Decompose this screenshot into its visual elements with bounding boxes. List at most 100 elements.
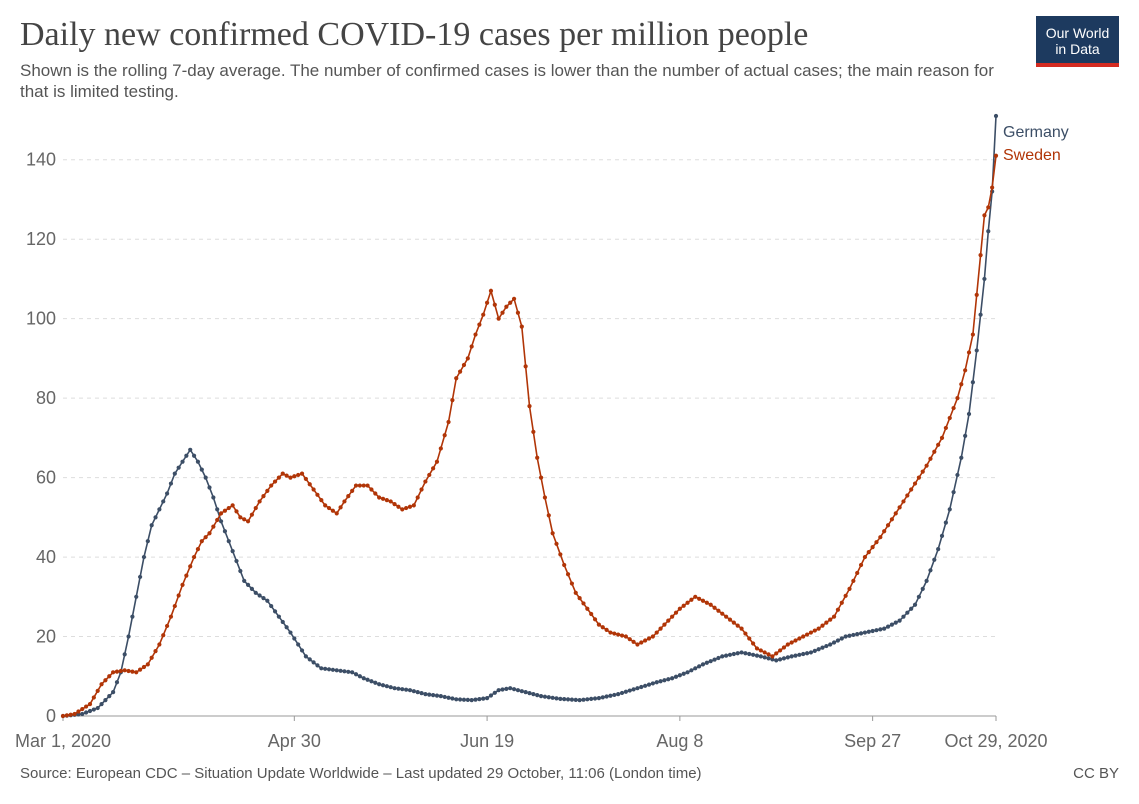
data-point-germany — [943, 520, 948, 525]
data-point-germany — [986, 229, 991, 234]
data-point-germany — [400, 687, 405, 692]
data-point-sweden — [939, 435, 945, 440]
data-point-germany — [373, 680, 378, 685]
data-point-germany — [754, 653, 760, 658]
data-point-germany — [978, 312, 983, 317]
data-point-sweden — [851, 578, 856, 584]
data-point-sweden — [951, 405, 956, 411]
data-point-sweden — [369, 487, 374, 492]
data-point-germany — [689, 668, 694, 673]
data-point-sweden — [249, 512, 255, 517]
data-point-sweden — [855, 570, 860, 576]
license-label[interactable]: CC BY — [1073, 765, 1119, 782]
data-point-sweden — [377, 495, 382, 500]
data-point-sweden — [496, 316, 501, 321]
data-point-sweden — [770, 654, 775, 659]
data-point-germany — [739, 650, 744, 655]
data-point-germany — [365, 677, 370, 682]
data-point-sweden — [843, 593, 848, 598]
data-point-germany — [238, 568, 243, 574]
data-point-sweden — [350, 488, 355, 493]
data-point-germany — [234, 558, 239, 564]
data-point-sweden — [446, 419, 451, 425]
data-point-sweden — [91, 695, 96, 700]
source-note[interactable]: Source: European CDC – Situation Update … — [20, 765, 702, 782]
data-point-sweden — [608, 630, 613, 635]
y-tick-label: 120 — [26, 229, 56, 249]
data-point-germany — [288, 630, 293, 635]
data-point-germany — [172, 471, 177, 476]
series-line-sweden — [62, 155, 997, 717]
data-point-germany — [253, 590, 258, 595]
data-point-sweden — [824, 620, 829, 625]
data-point-sweden — [72, 711, 77, 717]
data-point-sweden — [585, 606, 590, 611]
data-point-germany — [292, 636, 297, 641]
data-point-germany — [932, 557, 937, 562]
data-point-sweden — [504, 304, 509, 309]
data-point-sweden — [176, 593, 181, 598]
data-point-sweden — [407, 504, 413, 509]
data-point-sweden — [373, 491, 378, 496]
data-point-sweden — [508, 300, 513, 305]
data-point-germany — [936, 547, 941, 552]
data-point-germany — [338, 668, 343, 673]
data-point-germany — [781, 656, 787, 661]
data-point-sweden — [905, 493, 910, 498]
data-point-germany — [415, 690, 420, 695]
data-point-sweden — [546, 513, 551, 518]
data-point-germany — [454, 697, 459, 702]
data-point-sweden — [361, 483, 366, 488]
data-point-germany — [627, 688, 632, 693]
data-point-germany — [423, 692, 428, 697]
data-point-germany — [184, 453, 189, 458]
data-point-sweden — [569, 581, 575, 586]
data-point-sweden — [184, 573, 189, 578]
data-point-germany — [974, 348, 979, 353]
data-point-germany — [145, 539, 150, 544]
data-point-germany — [377, 682, 382, 687]
x-tick-label: Mar 1, 2020 — [15, 731, 111, 751]
data-point-sweden — [554, 541, 559, 546]
data-point-sweden — [604, 627, 609, 633]
data-point-sweden — [963, 368, 968, 373]
data-point-germany — [265, 598, 270, 603]
data-point-sweden — [562, 562, 567, 568]
data-point-germany — [685, 670, 690, 675]
data-point-germany — [681, 671, 686, 676]
data-point-germany — [284, 625, 289, 630]
data-point-germany — [804, 651, 810, 656]
data-point-sweden — [643, 638, 648, 643]
data-point-sweden — [535, 455, 540, 460]
data-point-sweden — [207, 531, 212, 536]
data-point-sweden — [916, 475, 921, 480]
data-point-sweden — [974, 292, 979, 297]
data-point-sweden — [80, 706, 85, 712]
data-point-sweden — [323, 503, 328, 508]
data-point-germany — [481, 696, 486, 701]
data-point-sweden — [739, 626, 744, 631]
data-point-sweden — [623, 634, 628, 639]
data-point-sweden — [461, 362, 467, 368]
data-point-germany — [511, 687, 517, 692]
data-point-sweden — [330, 508, 335, 513]
data-point-germany — [565, 697, 571, 702]
data-point-sweden — [920, 469, 925, 474]
data-point-sweden — [342, 499, 347, 504]
data-point-sweden — [191, 554, 197, 560]
data-point-germany — [916, 594, 921, 599]
data-point-germany — [469, 698, 474, 703]
data-point-germany — [91, 707, 96, 712]
data-point-germany — [165, 491, 170, 496]
data-point-sweden — [731, 620, 736, 625]
data-point-sweden — [646, 636, 652, 641]
data-point-sweden — [816, 626, 821, 631]
data-point-sweden — [311, 487, 316, 492]
data-point-germany — [851, 632, 856, 638]
data-point-germany — [770, 657, 775, 662]
owid-logo[interactable]: Our World in Data — [1036, 16, 1119, 67]
data-point-germany — [249, 586, 255, 591]
data-point-germany — [330, 667, 335, 672]
data-point-germany — [280, 619, 285, 625]
